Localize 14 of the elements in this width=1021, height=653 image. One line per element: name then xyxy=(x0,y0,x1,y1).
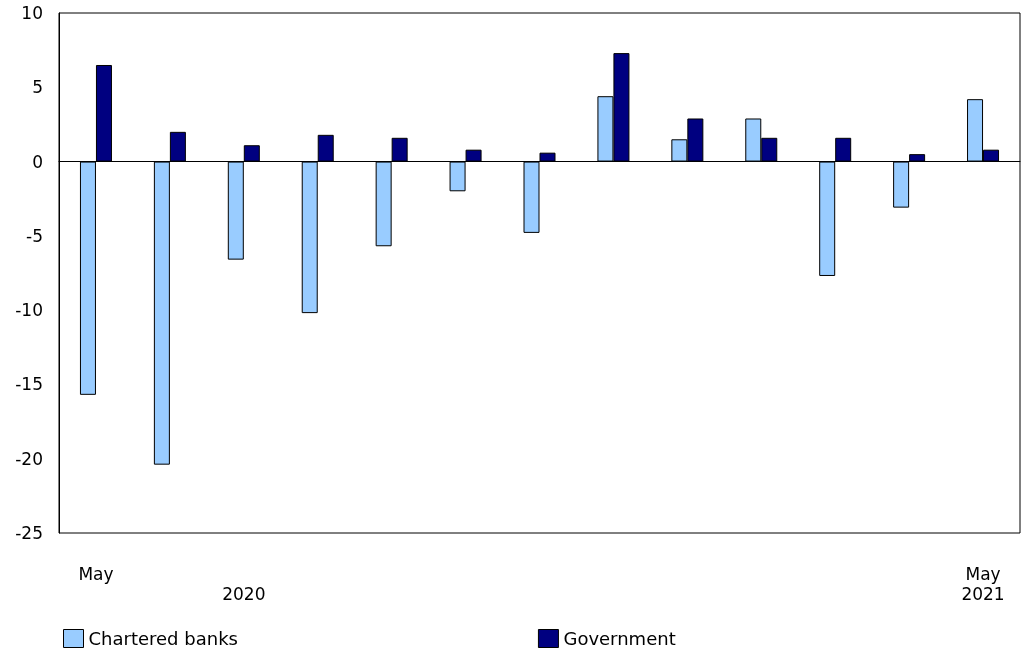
y-tick-label: 0 xyxy=(32,151,43,172)
y-tick-label: -25 xyxy=(15,523,43,543)
y-tick-label: 5 xyxy=(32,77,43,98)
x-tick-label: May xyxy=(78,563,114,584)
y-tick-label: -15 xyxy=(15,374,43,395)
text: 2021 xyxy=(961,583,1005,604)
y-tick-label: -20 xyxy=(15,448,43,469)
text: 2020 xyxy=(222,583,266,604)
y-tick-label: -5 xyxy=(26,225,43,246)
legend-label: Chartered banks xyxy=(88,628,238,649)
y-tick-label: -10 xyxy=(15,300,43,321)
legend-label: Government xyxy=(563,628,676,649)
y-tick-label: 10 xyxy=(21,3,43,23)
x-tick-label: May xyxy=(965,563,1001,584)
